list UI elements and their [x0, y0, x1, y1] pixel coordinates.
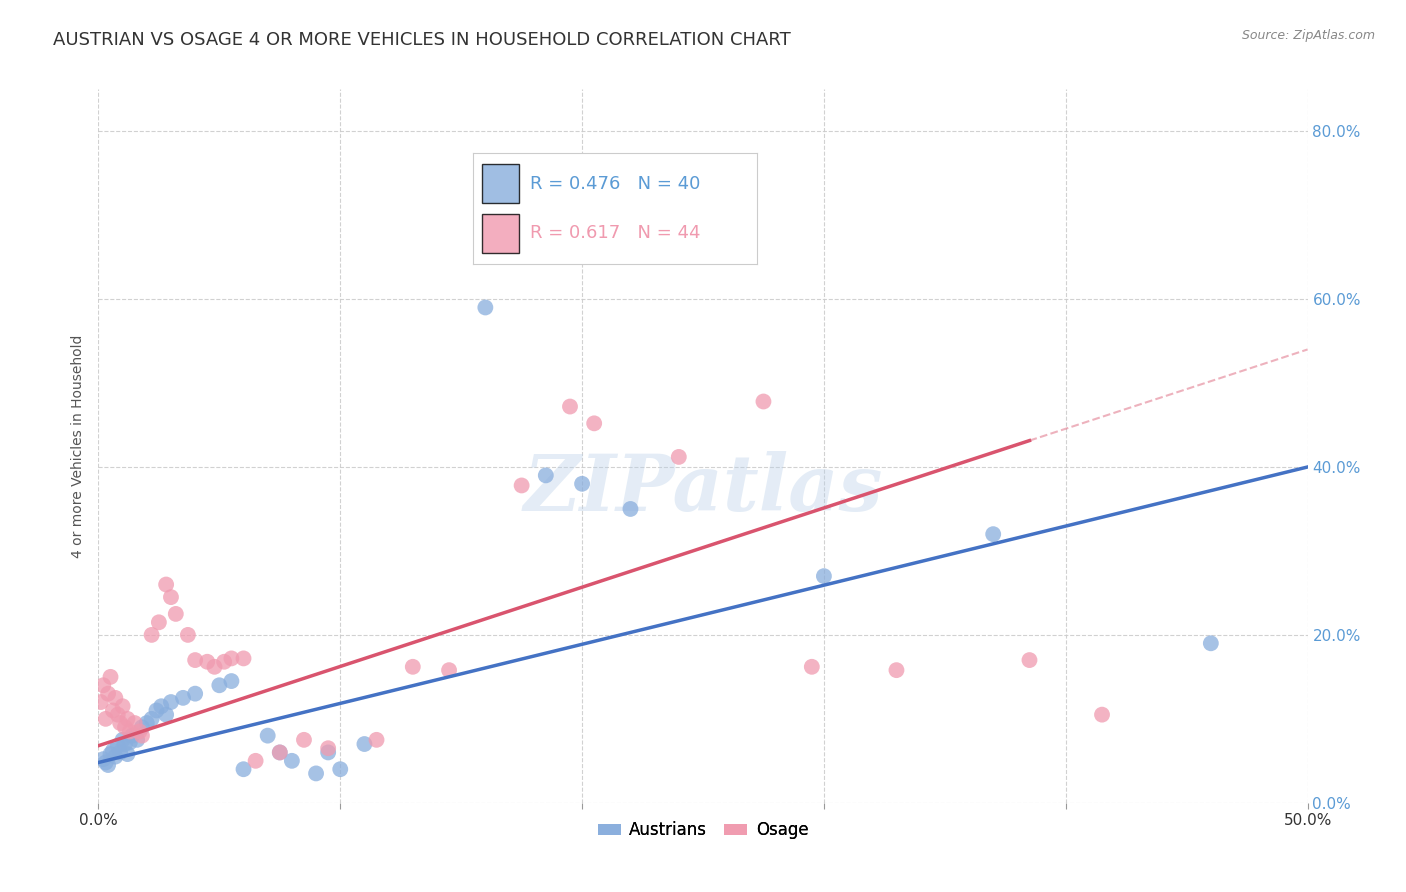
Text: Source: ZipAtlas.com: Source: ZipAtlas.com	[1241, 29, 1375, 42]
Point	[111, 699, 134, 714]
Point	[184, 687, 207, 701]
Point	[127, 732, 149, 747]
Point	[104, 690, 127, 705]
Point	[108, 746, 131, 760]
Point	[118, 735, 141, 749]
Point	[150, 699, 173, 714]
Point	[329, 762, 352, 776]
Point	[232, 762, 254, 776]
Point	[128, 724, 150, 739]
Point	[256, 729, 278, 743]
Point	[90, 695, 112, 709]
Point	[571, 476, 593, 491]
Point	[619, 502, 641, 516]
Point	[160, 590, 183, 604]
Point	[117, 747, 139, 761]
Point	[135, 716, 157, 731]
Point	[141, 628, 163, 642]
Point	[94, 712, 117, 726]
Point	[91, 678, 114, 692]
Point	[124, 716, 146, 731]
Point	[148, 615, 170, 630]
Point	[212, 655, 235, 669]
Point	[118, 724, 141, 739]
Point	[886, 663, 908, 677]
Point	[101, 703, 124, 717]
Point	[221, 674, 243, 689]
Point	[91, 752, 114, 766]
Point	[117, 712, 139, 726]
Point	[366, 732, 388, 747]
Point	[114, 720, 136, 734]
Point	[269, 746, 291, 760]
Point	[195, 655, 218, 669]
Legend: Austrians, Osage: Austrians, Osage	[591, 814, 815, 846]
Y-axis label: 4 or more Vehicles in Household: 4 or more Vehicles in Household	[72, 334, 86, 558]
Point	[510, 478, 533, 492]
Point	[800, 660, 823, 674]
Point	[292, 732, 315, 747]
Point	[100, 670, 122, 684]
Point	[981, 527, 1004, 541]
Point	[121, 729, 143, 743]
Point	[114, 737, 136, 751]
Point	[184, 653, 207, 667]
Point	[94, 756, 117, 770]
Text: ZIPatlas: ZIPatlas	[523, 450, 883, 527]
Point	[752, 394, 775, 409]
Point	[177, 628, 200, 642]
Point	[108, 716, 131, 731]
Point	[437, 663, 460, 677]
Point	[131, 720, 153, 734]
Point	[534, 468, 557, 483]
Point	[402, 660, 425, 674]
Point	[104, 749, 127, 764]
Point	[141, 712, 163, 726]
Point	[583, 417, 606, 431]
Point	[107, 739, 129, 753]
Point	[97, 687, 120, 701]
Point	[1199, 636, 1222, 650]
Point	[316, 746, 339, 760]
Point	[131, 729, 153, 743]
Point	[111, 732, 134, 747]
Point	[269, 746, 291, 760]
Point	[100, 747, 122, 761]
Text: AUSTRIAN VS OSAGE 4 OR MORE VEHICLES IN HOUSEHOLD CORRELATION CHART: AUSTRIAN VS OSAGE 4 OR MORE VEHICLES IN …	[53, 31, 792, 49]
Point	[155, 577, 177, 591]
Point	[107, 707, 129, 722]
Point	[353, 737, 375, 751]
Point	[208, 678, 231, 692]
Point	[813, 569, 835, 583]
Point	[668, 450, 690, 464]
Point	[101, 744, 124, 758]
Point	[316, 741, 339, 756]
Point	[155, 707, 177, 722]
Point	[281, 754, 304, 768]
Point	[474, 301, 496, 315]
Point	[165, 607, 187, 621]
Point	[558, 400, 581, 414]
Point	[232, 651, 254, 665]
Point	[305, 766, 328, 780]
Point	[1091, 707, 1114, 722]
Point	[97, 758, 120, 772]
Point	[160, 695, 183, 709]
Point	[221, 651, 243, 665]
Point	[145, 703, 167, 717]
Point	[1018, 653, 1040, 667]
Point	[245, 754, 267, 768]
Point	[172, 690, 194, 705]
Point	[204, 660, 226, 674]
